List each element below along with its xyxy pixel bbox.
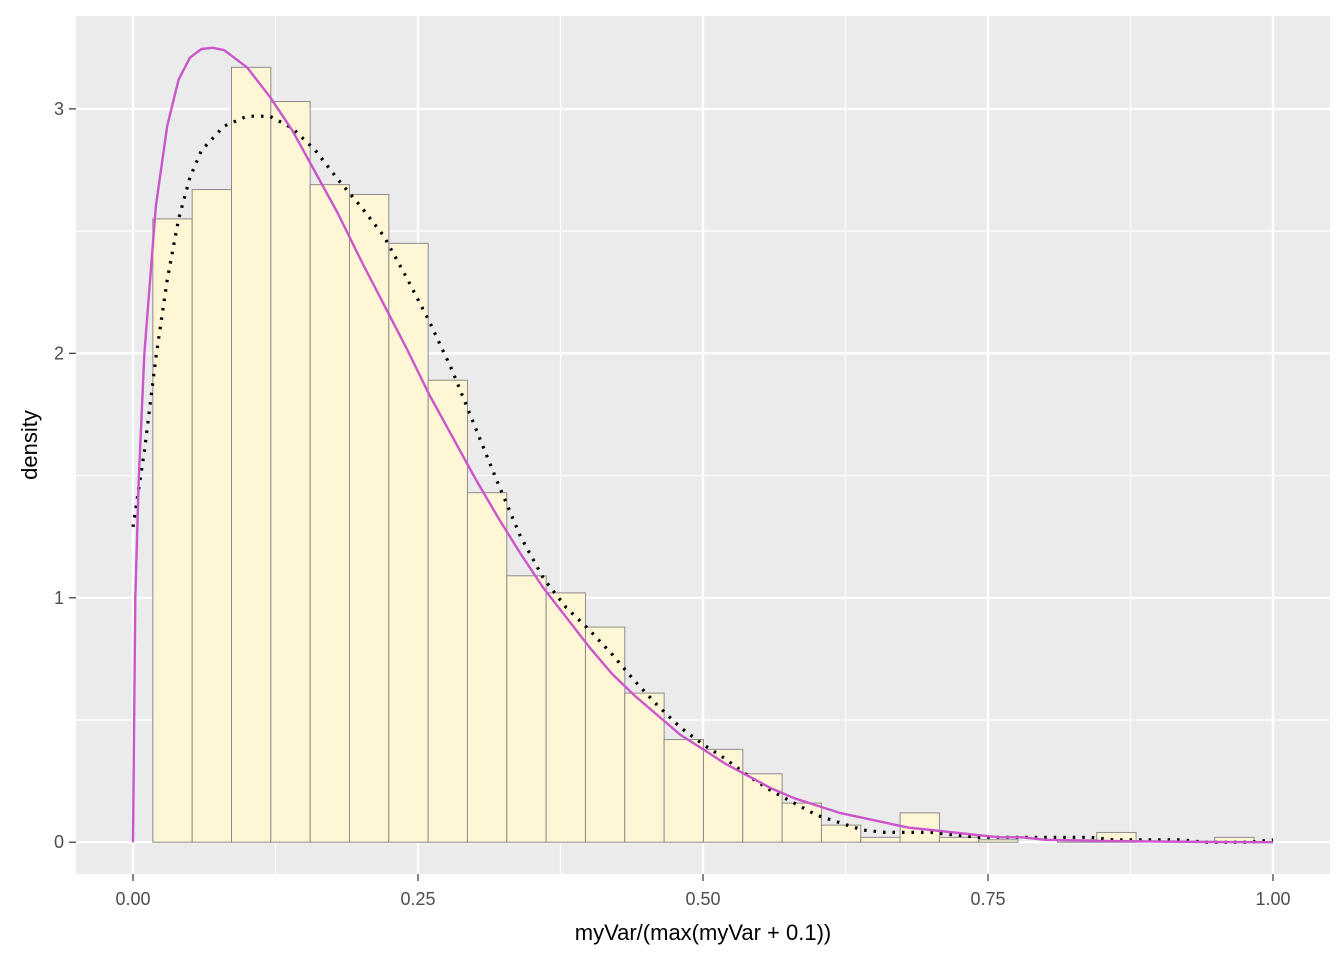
x-tick-label: 0.50 [685, 889, 720, 909]
histogram-bar [702, 748, 744, 843]
x-tick-label: 0.75 [970, 889, 1005, 909]
histogram-bar [348, 193, 390, 843]
x-tick-label: 0.25 [400, 889, 435, 909]
x-tick-label: 1.00 [1255, 889, 1290, 909]
histogram-bar [230, 66, 272, 843]
y-axis-title: density [17, 410, 42, 480]
histogram-bar [309, 184, 350, 843]
y-axis: 0 1 2 3 [54, 99, 76, 852]
histogram-bar [466, 492, 508, 843]
y-tick-label: 3 [54, 99, 64, 119]
y-tick-label: 1 [54, 588, 64, 608]
histogram-bar [781, 802, 822, 843]
density-curves [131, 46, 1274, 844]
histogram-bar [191, 189, 232, 843]
x-tick-label: 0.00 [115, 889, 150, 909]
x-axis-title: myVar/(max(myVar + 0.1)) [575, 920, 832, 945]
histogram-bar [860, 836, 901, 843]
histogram-bar [427, 379, 468, 843]
histogram-bar [663, 739, 704, 843]
histogram-bar [545, 592, 586, 843]
histogram-bar [938, 836, 980, 843]
histogram-bar [388, 242, 429, 843]
histogram-bar [152, 218, 193, 843]
fitted-density-curve [131, 46, 1274, 844]
histogram-bar [270, 101, 311, 843]
y-tick-label: 0 [54, 832, 64, 852]
y-tick-label: 2 [54, 343, 64, 363]
histogram-bar [820, 824, 862, 843]
histogram-bars [152, 66, 1255, 843]
histogram-bar [506, 575, 547, 843]
histogram-bar [584, 626, 626, 843]
x-axis: 0.00 0.25 0.50 0.75 1.00 [115, 874, 1291, 909]
histogram-bar [978, 839, 1019, 843]
